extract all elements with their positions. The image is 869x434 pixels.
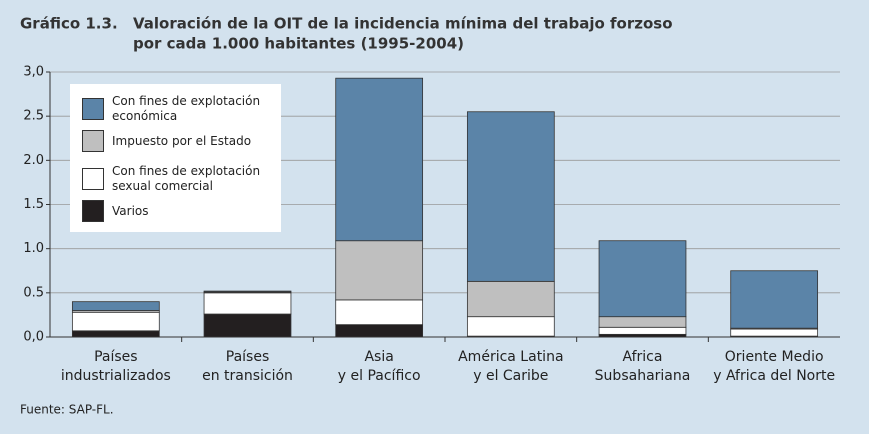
y-tick-label: 0.5: [23, 285, 44, 300]
bar-segment: [203, 292, 292, 315]
bar-segment: [598, 240, 687, 318]
x-tick-label: Países: [226, 349, 269, 365]
x-tick-label: Africa: [623, 349, 663, 365]
bar-segment: [466, 316, 555, 337]
bar-segment: [598, 326, 687, 335]
bar-segment: [466, 280, 555, 318]
legend-item: Impuesto por el Estado: [82, 130, 267, 152]
bar-segment: [335, 324, 424, 338]
legend-item: Varios: [82, 200, 267, 222]
legend-label: Impuesto por el Estado: [112, 133, 252, 148]
bar-segment: [335, 240, 424, 301]
bar-segment: [335, 299, 424, 326]
x-tick-label: en transición: [202, 368, 293, 384]
y-tick-label: 1.0: [23, 241, 44, 256]
legend-swatch: [82, 130, 104, 152]
x-tick-label: y el Caribe: [473, 368, 548, 384]
legend-label: Con fines de explotación sexual comercia…: [112, 164, 261, 193]
x-tick-label: Asia: [364, 349, 393, 365]
x-tick-label: y el Pacífico: [338, 368, 421, 384]
bar-segment: [71, 301, 160, 311]
legend-swatch: [82, 98, 104, 120]
y-tick-label: 2.5: [23, 109, 44, 124]
y-tick-label: 3,0: [23, 65, 44, 80]
y-tick-label: 2.0: [23, 153, 44, 168]
legend-label: Con fines de explotación económica: [112, 94, 261, 123]
y-tick-label: 0,0: [23, 330, 44, 345]
bar-segment: [730, 270, 819, 329]
legend-label: Varios: [112, 203, 149, 218]
legend-item: Con fines de explotación económica: [82, 94, 267, 124]
bar-segment: [335, 77, 424, 242]
legend-item: Con fines de explotación sexual comercia…: [82, 164, 267, 194]
y-tick-label: 1.5: [23, 197, 44, 212]
bar-segment: [71, 330, 160, 338]
x-tick-label: Oriente Medio: [725, 349, 824, 365]
legend: Con fines de explotación económica Impues…: [70, 84, 281, 232]
legend-swatch: [82, 168, 104, 190]
bar-segment: [71, 311, 160, 332]
bar-segment: [203, 290, 292, 293]
bar-segment: [598, 316, 687, 328]
chart-title: por cada 1.000 habitantes (1995-2004): [133, 35, 464, 53]
chart-title: Valoración de la OIT de la incidencia mí…: [133, 15, 673, 33]
bar-segment: [466, 111, 555, 282]
x-tick-label: América Latina: [458, 349, 563, 365]
x-tick-label: Países: [94, 349, 137, 365]
source: Fuente: SAP-FL.: [20, 403, 114, 417]
legend-swatch: [82, 200, 104, 222]
x-tick-label: industrializados: [61, 368, 171, 384]
bar-segment: [730, 328, 819, 337]
bar-segment: [203, 313, 292, 338]
x-tick-label: y Africa del Norte: [713, 368, 835, 384]
title-label: Gráfico 1.3.: [20, 15, 118, 33]
x-tick-label: Subsahariana: [595, 368, 691, 384]
